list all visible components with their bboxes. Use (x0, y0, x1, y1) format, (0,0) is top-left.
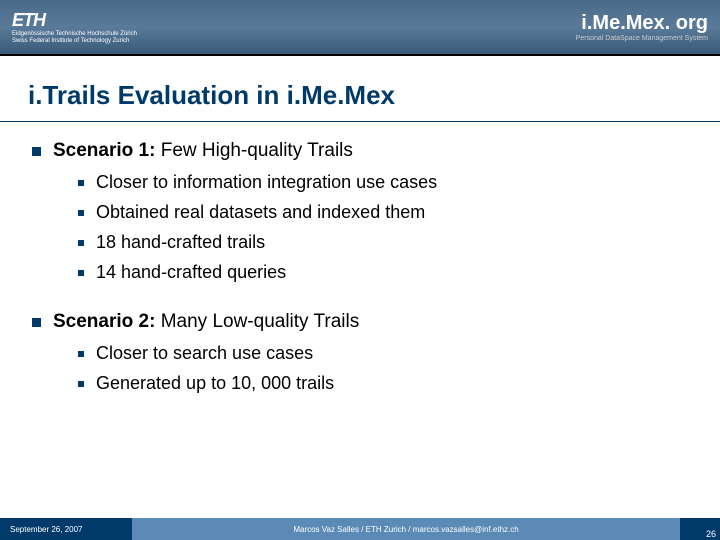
scenario-1-heading: Scenario 1: Few High-quality Trails (32, 140, 688, 162)
slide-header: ETH Eidgenössische Technische Hochschule… (0, 0, 720, 56)
scenario-2-label: Scenario 2: (53, 311, 155, 332)
square-bullet-icon (78, 210, 84, 216)
square-bullet-icon (78, 180, 84, 186)
slide-title: i.Trails Evaluation in i.Me.Mex (0, 56, 720, 122)
scenario-2: Scenario 2: Many Low-quality Trails Clos… (32, 311, 688, 394)
square-bullet-icon (78, 240, 84, 246)
square-bullet-icon (78, 351, 84, 357)
list-item-text: Closer to information integration use ca… (96, 172, 437, 193)
brand-subtitle: Personal DataSpace Management System (576, 35, 708, 42)
list-item: Generated up to 10, 000 trails (78, 373, 688, 394)
eth-subtitle-2: Swiss Federal Institute of Technology Zu… (12, 38, 137, 45)
eth-subtitle-1: Eidgenössische Technische Hochschule Zür… (12, 31, 137, 38)
scenario-1-label: Scenario 1: (53, 140, 155, 161)
list-item: Closer to search use cases (78, 343, 688, 364)
header-right: i.Me.Mex. org Personal DataSpace Managem… (576, 12, 708, 42)
square-bullet-icon (32, 318, 41, 327)
slide-content: Scenario 1: Few High-quality Trails Clos… (0, 140, 720, 394)
eth-logo: ETH (12, 10, 137, 31)
list-item: 14 hand-crafted queries (78, 262, 688, 283)
square-bullet-icon (32, 147, 41, 156)
square-bullet-icon (78, 381, 84, 387)
list-item: Closer to information integration use ca… (78, 172, 688, 193)
footer-page-number: 26 (680, 518, 720, 540)
list-item-text: Obtained real datasets and indexed them (96, 202, 425, 223)
list-item-text: Closer to search use cases (96, 343, 313, 364)
list-item-text: 18 hand-crafted trails (96, 232, 265, 253)
brand-title: i.Me.Mex. org (576, 12, 708, 35)
scenario-1-list: Closer to information integration use ca… (32, 172, 688, 283)
list-item-text: Generated up to 10, 000 trails (96, 373, 334, 394)
header-left: ETH Eidgenössische Technische Hochschule… (12, 10, 137, 44)
footer-date: September 26, 2007 (0, 518, 132, 540)
scenario-2-desc: Many Low-quality Trails (155, 311, 359, 332)
scenario-1: Scenario 1: Few High-quality Trails Clos… (32, 140, 688, 283)
list-item: 18 hand-crafted trails (78, 232, 688, 253)
scenario-2-heading: Scenario 2: Many Low-quality Trails (32, 311, 688, 333)
scenario-2-list: Closer to search use cases Generated up … (32, 343, 688, 394)
slide-footer: September 26, 2007 Marcos Vaz Salles / E… (0, 518, 720, 540)
list-item: Obtained real datasets and indexed them (78, 202, 688, 223)
scenario-1-desc: Few High-quality Trails (155, 140, 352, 161)
list-item-text: 14 hand-crafted queries (96, 262, 286, 283)
square-bullet-icon (78, 270, 84, 276)
footer-author: Marcos Vaz Salles / ETH Zurich / marcos.… (132, 518, 680, 540)
